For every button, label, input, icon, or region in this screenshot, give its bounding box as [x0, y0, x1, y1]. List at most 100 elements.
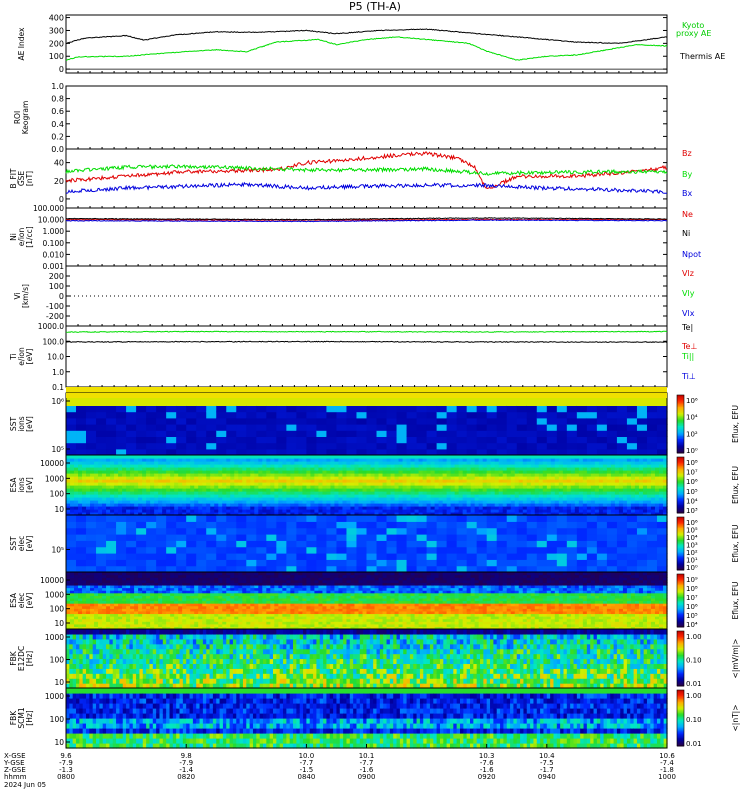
y-axis-label: E12DC: [17, 646, 26, 671]
colorbar-segment: [677, 439, 684, 442]
y-tick-label: 10⁵: [51, 445, 64, 454]
y-axis-label: FBK: [9, 710, 18, 725]
colorbar-segment: [677, 637, 684, 640]
colorbar-segment: [677, 550, 684, 552]
colorbar-segment: [677, 405, 684, 408]
ae-panel-frame: [65, 14, 668, 74]
colorbar-segment: [677, 448, 684, 451]
legend-ni: Ni: [682, 229, 690, 238]
colorbar-segment: [677, 695, 684, 698]
colorbar-segment: [677, 437, 684, 439]
colorbar-segment: [677, 546, 684, 548]
x-tick-label: 10.0: [299, 752, 315, 760]
colorbar-tick-label: 10⁴: [686, 534, 698, 542]
colorbar-segment: [677, 729, 684, 732]
colorbar-segment: [677, 479, 684, 482]
colorbar-tick-label: 10⁴: [686, 621, 698, 629]
x-tick-label: -1.6: [360, 766, 374, 774]
y-tick-label: 10: [54, 738, 64, 747]
colorbar-segment: [677, 581, 684, 584]
colorbar-segment: [677, 419, 684, 422]
colorbar-segment: [677, 705, 684, 708]
y-axis-label: ESA: [9, 477, 18, 493]
colorbar-segment: [677, 621, 684, 624]
colorbar-segment: [677, 623, 684, 625]
colorbar-segment: [677, 458, 684, 461]
colorbar-segment: [677, 589, 684, 592]
fbk_e-colorbar: [676, 630, 685, 687]
legend-by: By: [682, 170, 692, 179]
colorbar-segment: [677, 650, 684, 653]
legend-temp: Te⊥: [681, 342, 697, 351]
y-tick-label: 1000: [45, 692, 64, 701]
y-tick-label: 10.0: [47, 353, 64, 362]
colorbar-segment: [677, 536, 684, 539]
colorbar-segment: [677, 554, 684, 556]
colorbar-segment: [677, 535, 684, 538]
y-axis-label: e/ion: [17, 347, 26, 366]
colorbar-segment: [677, 395, 684, 397]
colorbar-segment: [677, 718, 684, 720]
colorbar-segment: [677, 539, 684, 542]
colorbar-segment: [677, 664, 684, 666]
colorbar-label: <|mV/m|>: [731, 639, 740, 679]
y-axis-label: e/ion: [17, 227, 26, 246]
y-tick-label: 10000: [40, 576, 64, 585]
density-panel-frame: [65, 207, 668, 267]
colorbar-segment: [677, 510, 684, 513]
colorbar-segment: [677, 496, 684, 499]
colorbar-segment: [677, 596, 684, 599]
x-axis-row-label: Z-GSE: [4, 766, 26, 774]
colorbar-segment: [677, 715, 684, 718]
colorbar-tick-label: 1.00: [686, 692, 702, 700]
colorbar-segment: [677, 725, 684, 727]
y-axis-label: Ni: [9, 233, 18, 241]
colorbar-segment: [677, 487, 684, 490]
y-tick-label: 1000: [45, 590, 64, 599]
colorbar-segment: [677, 744, 684, 747]
colorbar-segment: [677, 692, 684, 695]
colorbar-segment: [677, 607, 684, 609]
colorbar-segment: [677, 464, 684, 466]
colorbar-segment: [677, 403, 684, 406]
colorbar-segment: [677, 563, 684, 566]
colorbar-segment: [677, 702, 684, 705]
colorbar-segment: [677, 651, 684, 654]
colorbar-segment: [677, 457, 684, 459]
y-axis-label: FBK: [9, 650, 18, 665]
colorbar-segment: [677, 661, 684, 664]
colorbar-segment: [677, 489, 684, 492]
colorbar-segment: [677, 580, 684, 583]
colorbar-segment: [677, 740, 684, 743]
colorbar-segment: [677, 408, 684, 410]
colorbar-tick-label: 10⁵: [686, 612, 698, 620]
y-axis-label: ions: [17, 416, 26, 431]
colorbar-segment: [677, 526, 684, 529]
esa_e-spectrogram: [66, 572, 668, 630]
colorbar-segment: [677, 712, 684, 715]
y-tick-label: 100.0: [43, 337, 65, 346]
fbk_e-spectrogram: [66, 629, 668, 689]
x-tick-label: 10.6: [659, 752, 675, 760]
colorbar-segment: [677, 704, 684, 706]
themis-ae-line: [65, 28, 668, 45]
y-tick-label: 10: [54, 678, 64, 687]
colorbar-segment: [677, 397, 684, 400]
colorbar-segment: [677, 657, 684, 659]
colorbar-segment: [677, 647, 684, 650]
colorbar-segment: [677, 508, 684, 511]
colorbar-label: Eflux, EFU: [731, 466, 740, 504]
colorbar-segment: [677, 604, 684, 607]
colorbar-label: <|nT|>: [731, 705, 740, 732]
colorbar-segment: [677, 415, 684, 418]
colorbar-segment: [677, 680, 684, 683]
colorbar-segment: [677, 400, 684, 403]
colorbar-segment: [677, 551, 684, 554]
colorbar-segment: [677, 593, 684, 596]
colorbar-segment: [677, 543, 684, 546]
y-tick-label: -100: [46, 302, 64, 311]
legend-vlz: Vlz: [682, 269, 694, 278]
colorbar-tick-label: 10⁵: [686, 527, 698, 535]
colorbar-segment: [677, 435, 684, 438]
colorbar-segment: [677, 737, 684, 740]
